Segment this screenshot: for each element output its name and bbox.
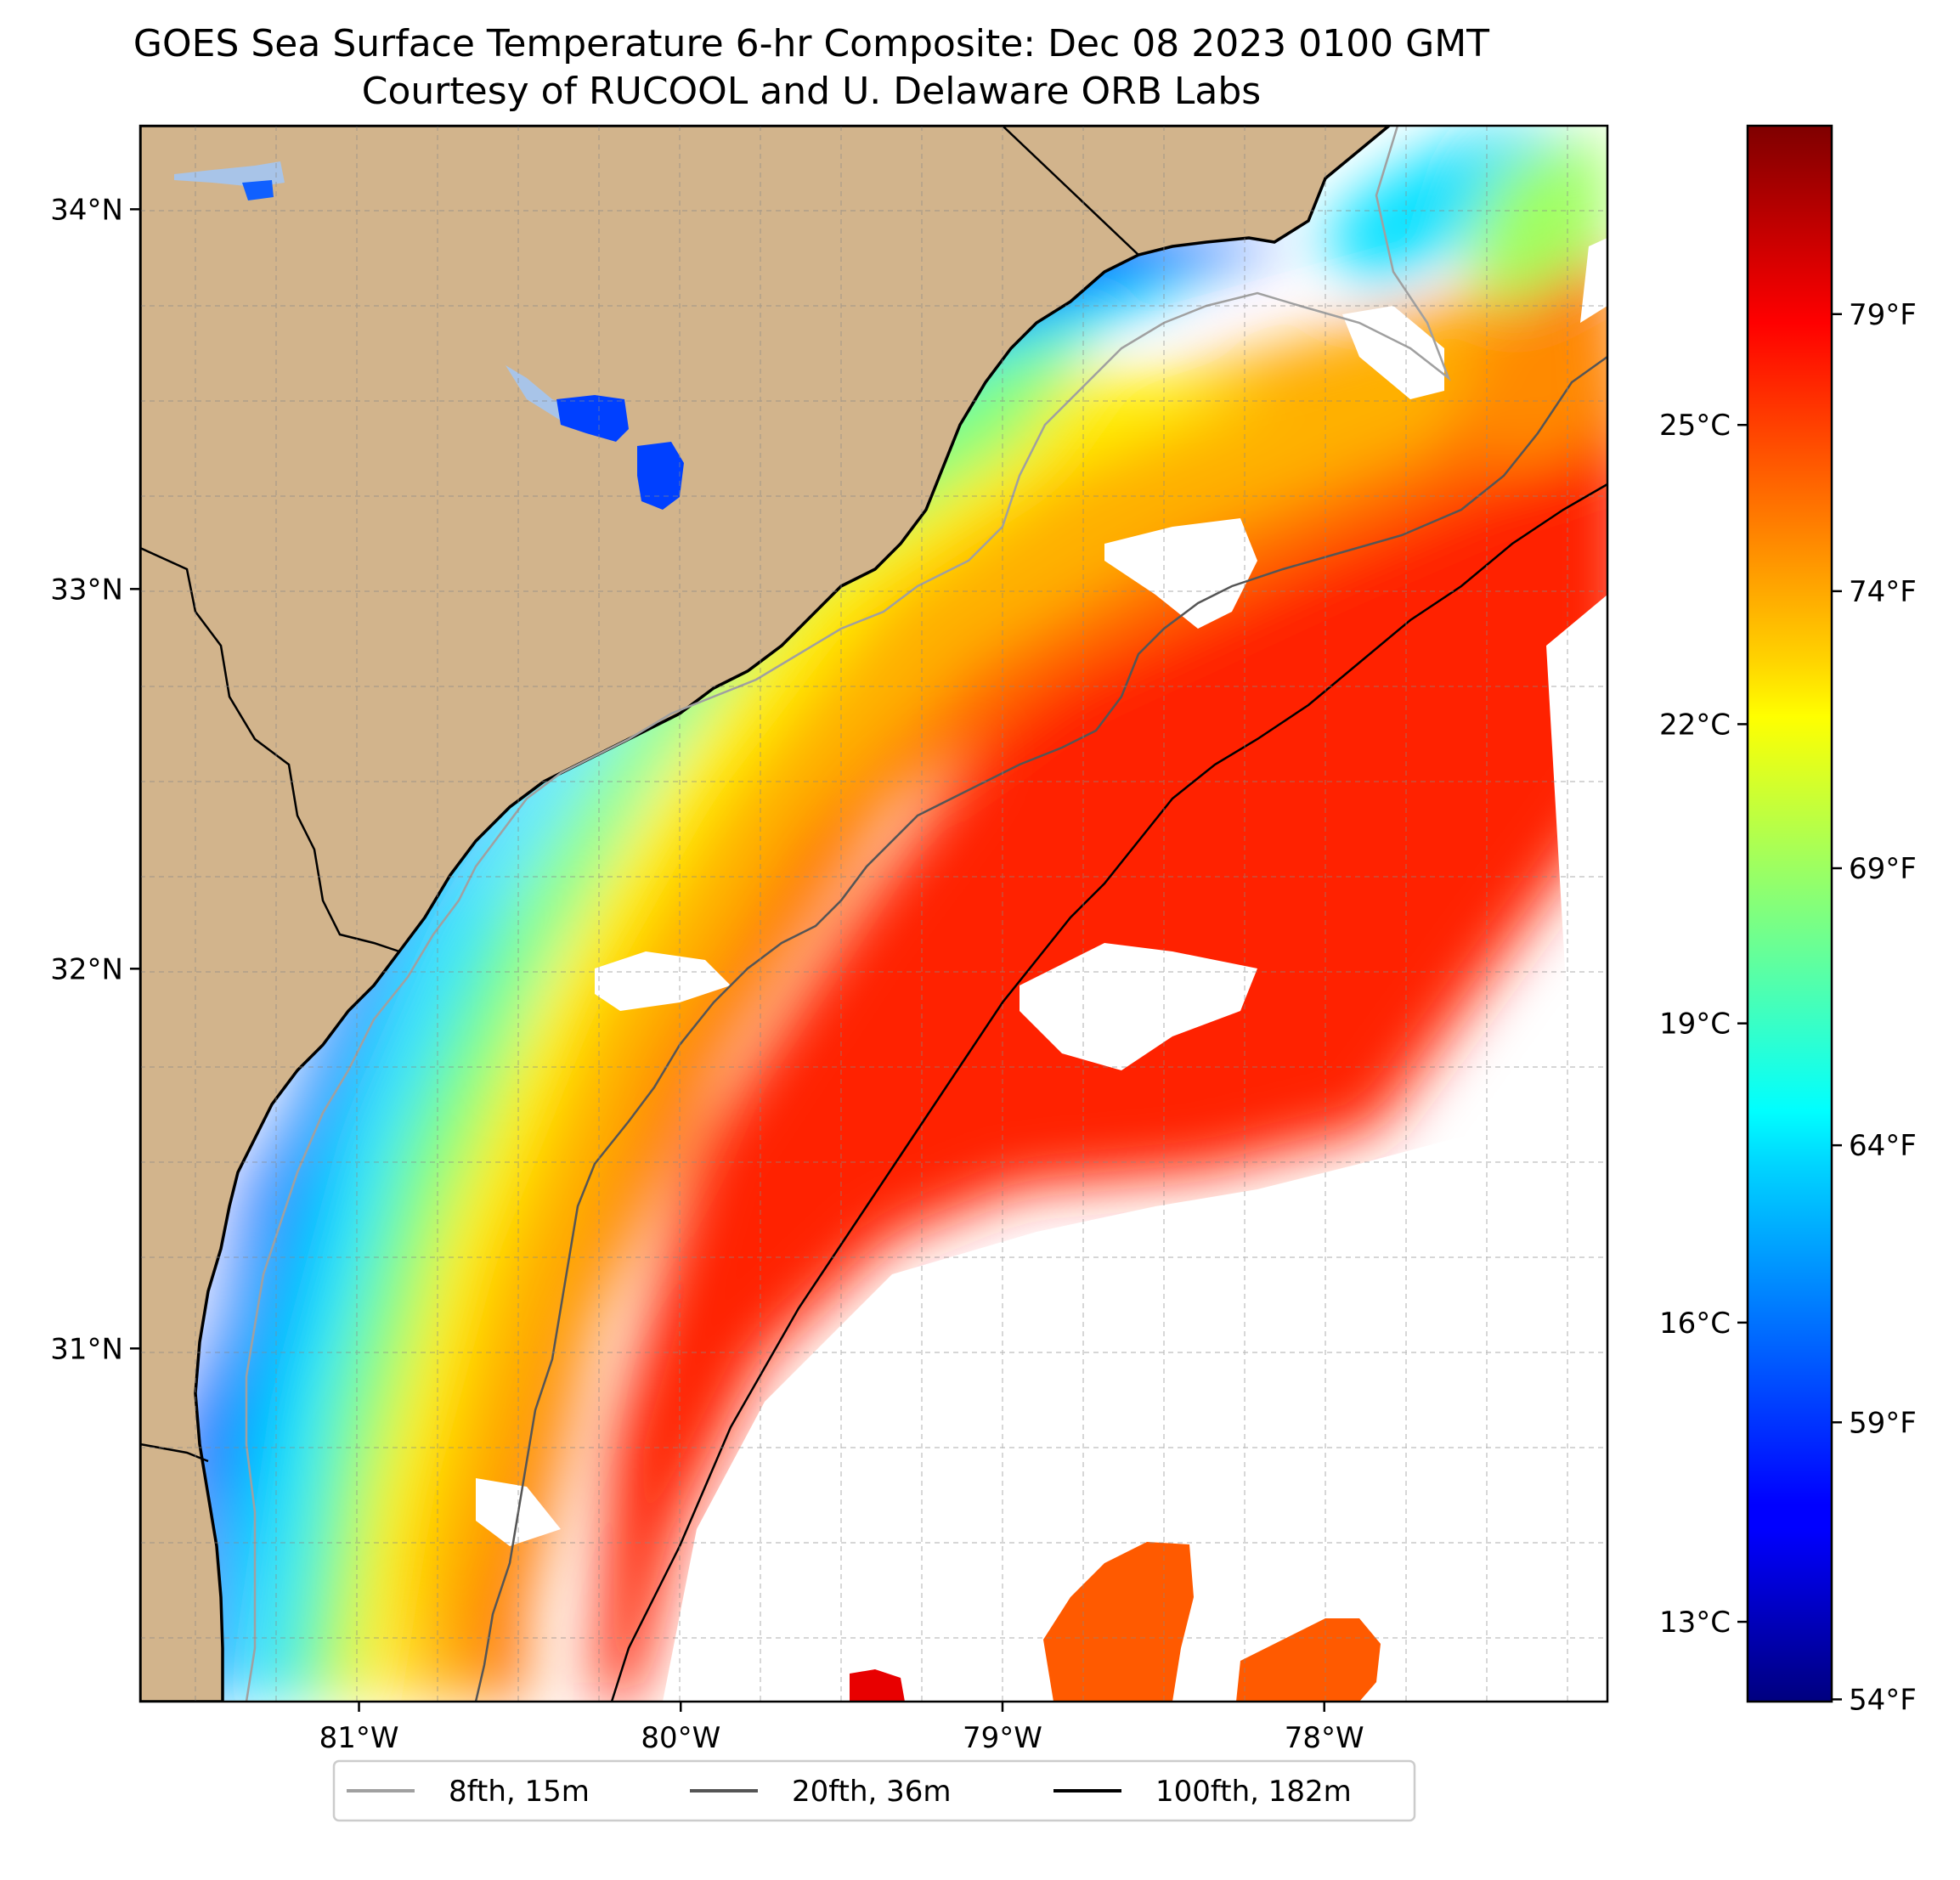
map-gridlines [140, 126, 1607, 1702]
chart-subtitle: Courtesy of RUCOOL and U. Delaware ORB L… [361, 70, 1262, 113]
colorbar-frame [1746, 124, 1833, 1703]
lat-tick-label: 34°N [50, 193, 123, 227]
latitude-axis: 34°N 33°N 32°N 31°N [50, 193, 140, 1366]
isobath-legend: 8fth, 15m 20fth, 36m 100fth, 182m [332, 1759, 1416, 1822]
legend-box [332, 1759, 1416, 1822]
colorbar-celsius-axis: 13°C 16°C 19°C 22°C 25°C [1659, 409, 1748, 1640]
longitude-axis: 81°W 80°W 79°W 78°W [319, 1702, 1364, 1755]
isobaths [245, 126, 1607, 1702]
fahrenheit-tick-label: 74°F [1849, 575, 1917, 609]
celsius-tick-label: 13°C [1659, 1606, 1731, 1640]
lon-tick-label: 79°W [963, 1721, 1042, 1755]
celsius-tick-label: 19°C [1659, 1008, 1731, 1042]
lon-tick-label: 78°W [1285, 1721, 1364, 1755]
cloud-gaps [476, 238, 1607, 1702]
lon-tick-label: 81°W [319, 1721, 399, 1755]
inland-lakes [174, 161, 684, 510]
fahrenheit-tick-label: 69°F [1849, 852, 1917, 886]
fahrenheit-tick-label: 54°F [1849, 1683, 1917, 1717]
lat-tick-label: 33°N [50, 573, 123, 607]
colorbar [1748, 126, 1832, 1702]
lon-tick-label: 80°W [641, 1721, 720, 1755]
sst-offshore-patches [850, 1542, 1381, 1702]
lat-tick-label: 32°N [50, 952, 123, 986]
legend-label-100fth: 100fth, 182m [1155, 1775, 1352, 1809]
map-frame [138, 124, 1609, 1703]
celsius-tick-label: 16°C [1659, 1307, 1731, 1341]
chart-title: GOES Sea Surface Temperature 6-hr Compos… [133, 22, 1490, 65]
fahrenheit-tick-label: 59°F [1849, 1406, 1917, 1440]
colorbar-fahrenheit-axis: 54°F 59°F 64°F 69°F 74°F 79°F [1832, 298, 1917, 1717]
legend-label-8fth: 8fth, 15m [449, 1775, 590, 1809]
lat-tick-label: 31°N [50, 1332, 123, 1366]
celsius-tick-label: 25°C [1659, 409, 1731, 443]
fahrenheit-tick-label: 64°F [1849, 1129, 1917, 1163]
legend-label-20fth: 20fth, 36m [792, 1775, 952, 1809]
fahrenheit-tick-label: 79°F [1849, 298, 1917, 332]
map-panel [140, 126, 1607, 1702]
celsius-tick-label: 22°C [1659, 708, 1731, 742]
